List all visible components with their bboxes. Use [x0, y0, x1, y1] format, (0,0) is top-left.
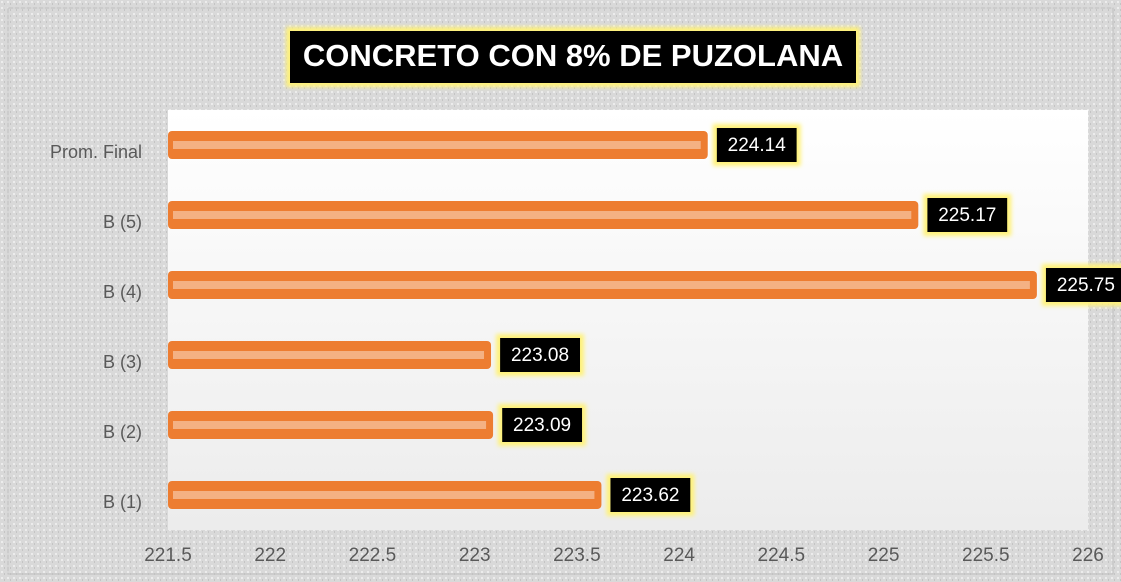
- x-tick-label: 222.5: [349, 545, 397, 566]
- bar-highlight: [173, 421, 487, 429]
- x-tick-label: 225: [868, 545, 900, 566]
- value-label-box: [716, 128, 797, 162]
- y-tick-label: B (1): [103, 492, 142, 512]
- bar-highlight: [173, 211, 912, 219]
- value-label: 223.62: [621, 485, 679, 506]
- bar-highlight: [173, 141, 701, 149]
- value-label: 225.17: [938, 205, 996, 226]
- y-tick-label: B (2): [103, 422, 142, 442]
- plot-area: [168, 110, 1088, 530]
- x-tick-label: 223: [459, 545, 491, 566]
- x-tick-label: 226: [1072, 545, 1104, 566]
- value-label: 223.08: [511, 345, 569, 366]
- y-tick-label: B (5): [103, 212, 142, 232]
- y-tick-label: Prom. Final: [50, 142, 142, 162]
- y-tick-label: B (3): [103, 352, 142, 372]
- chart-title: CONCRETO CON 8% DE PUZOLANA: [303, 38, 843, 73]
- x-tick-label: 225.5: [962, 545, 1010, 566]
- value-label-box: [610, 478, 691, 512]
- x-tick-label: 224: [663, 545, 695, 566]
- x-tick-label: 222: [254, 545, 286, 566]
- value-label: 225.75: [1057, 275, 1115, 296]
- bar-highlight: [173, 351, 485, 359]
- value-label-box: [1045, 268, 1121, 302]
- x-tick-label: 221.5: [144, 545, 192, 566]
- x-tick-label: 224.5: [758, 545, 806, 566]
- value-label: 224.14: [728, 135, 787, 156]
- bar-highlight: [173, 491, 595, 499]
- y-tick-label: B (4): [103, 282, 142, 302]
- value-label-box: [927, 198, 1008, 232]
- value-label-box: [502, 408, 583, 442]
- value-label-box: [500, 338, 581, 372]
- bar-highlight: [173, 281, 1030, 289]
- title-box: [290, 31, 856, 83]
- x-tick-label: 223.5: [553, 545, 601, 566]
- value-label: 223.09: [513, 415, 571, 436]
